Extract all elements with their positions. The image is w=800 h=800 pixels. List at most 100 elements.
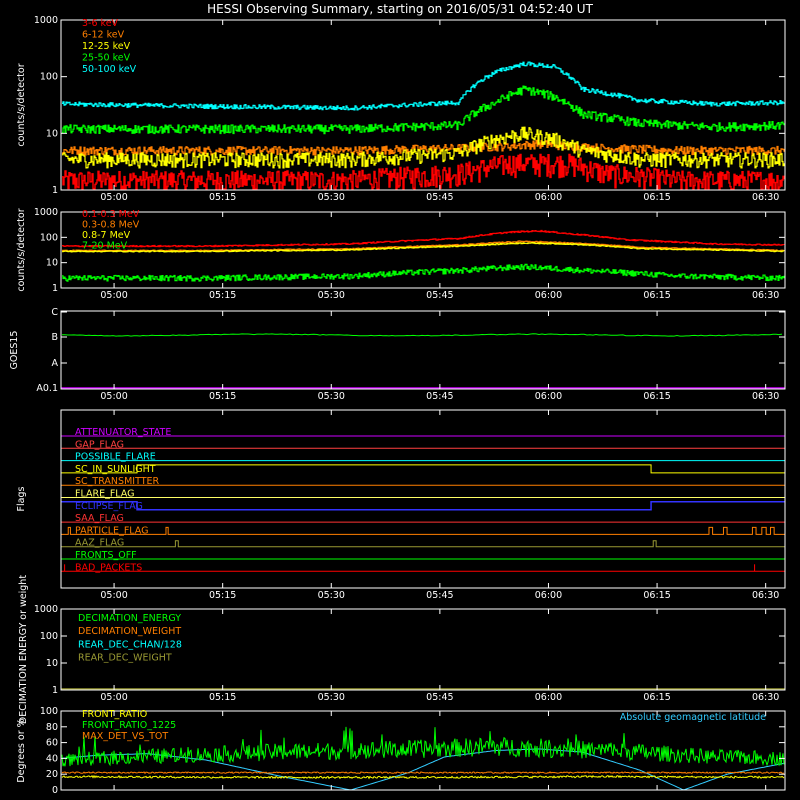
series-line-2 [62,126,785,169]
y-tick-label: 0 [52,785,58,796]
y-tick-label: 20 [46,769,58,780]
x-tick-label: 06:30 [752,692,779,703]
y-tick-label: B [51,332,58,343]
x-tick-label: 06:00 [535,692,562,703]
y-tick-label: 100 [40,72,58,83]
flag-line [61,540,785,548]
x-tick-label: 05:30 [318,391,345,402]
legend-entry: DECIMATION_WEIGHT [78,626,181,637]
chart-title: HESSI Observing Summary, starting on 201… [207,2,593,16]
series-line-3 [62,85,785,135]
x-tick-label: 06:15 [643,391,670,402]
series-line-4 [62,61,785,111]
x-tick-label: 06:00 [535,391,562,402]
panel-frame [60,310,786,390]
annotation-label: Absolute geomagnetic latitude [620,712,766,723]
legend-entry: 3-6 keV [82,18,119,29]
x-tick-label: 06:00 [535,290,562,301]
x-tick-label: 05:45 [426,290,453,301]
series-line-2 [62,242,785,253]
x-tick-label: 05:15 [209,590,236,601]
x-tick-label: 05:45 [426,192,453,203]
x-tick-label: 05:30 [318,290,345,301]
x-tick-label: 06:00 [535,590,562,601]
y-axis-label: Degrees or % [16,718,27,782]
y-tick-label: 100 [40,706,58,717]
flag-label: SC_IN_SUNLIGHT [75,464,156,475]
series-line-0 [62,229,785,248]
x-tick-label: 05:15 [209,192,236,203]
x-tick-label: 05:30 [318,192,345,203]
y-tick-label: 100 [40,232,58,243]
panel-frame [60,211,786,289]
y-tick-label: 100 [40,631,58,642]
flag-label: FLARE_FLAG [75,489,135,500]
flag-label: ECLIPSE_FLAG [75,501,143,512]
x-tick-label: 06:15 [643,192,670,203]
series-line-3 [62,263,785,282]
y-tick-label: A0.1 [36,383,58,394]
legend-entry: REAR_DEC_CHAN/128 [78,639,182,650]
y-tick-label: 1000 [34,15,58,26]
x-tick-label: 05:45 [426,590,453,601]
series-line-1 [61,726,785,767]
legend-entry: MAX_DET_VS_TOT [82,731,168,742]
flag-label: ATTENUATOR_STATE [75,427,171,438]
panel-frame [60,409,786,589]
y-axis-label: GOES15 [9,331,20,370]
flag-label: GAP_FLAG [75,439,124,450]
y-axis-label: Flags [16,486,27,511]
flag-label: PARTICLE_FLAG [75,525,148,536]
y-tick-label: 1000 [34,207,58,218]
legend-entry: 50-100 keV [82,64,137,75]
x-tick-label: 05:15 [209,290,236,301]
x-tick-label: 05:45 [426,692,453,703]
flag-label: POSSIBLE_FLARE [75,452,156,463]
y-tick-label: 1 [52,685,58,696]
x-tick-label: 06:00 [535,192,562,203]
flag-line [61,526,785,535]
series-line-0 [61,774,785,780]
flag-label: AAZ_FLAG [75,538,124,549]
y-tick-label: 60 [46,738,58,749]
panel-frame [60,608,786,691]
x-tick-label: 06:30 [752,192,779,203]
y-tick-label: C [51,307,58,318]
legend-entry: 25-50 keV [82,53,131,64]
legend-entry: FRONT_RATIO_1225 [82,720,176,731]
legend-entry: REAR_DEC_WEIGHT [78,653,172,664]
x-tick-label: 05:30 [318,590,345,601]
flag-label: SAA_FLAG [75,513,124,524]
series-line-1 [62,139,785,156]
x-tick-label: 05:30 [318,692,345,703]
x-tick-label: 05:00 [100,290,127,301]
y-tick-label: 10 [46,658,58,669]
x-tick-label: 06:30 [752,590,779,601]
x-tick-label: 05:00 [100,192,127,203]
x-tick-label: 06:15 [643,692,670,703]
flag-label: BAD_PACKETS [75,562,142,573]
legend-entry: 12-25 keV [82,41,131,52]
y-axis-label: DECIMATION ENERGY or weight [18,575,29,724]
x-tick-label: 06:30 [752,391,779,402]
y-tick-label: 80 [46,722,58,733]
legend-entry: 0.1-0.3 MeV [82,209,140,220]
x-tick-label: 05:00 [100,692,127,703]
x-tick-label: 05:45 [426,391,453,402]
y-axis-label: counts/s/detector [16,63,27,146]
panel-frame [60,19,786,191]
legend-entry: 0.8-7 MeV [82,230,131,241]
y-tick-label: A [52,358,59,369]
x-tick-label: 06:30 [752,290,779,301]
legend-entry: 6-12 keV [82,30,125,41]
y-tick-label: 10 [46,258,58,269]
flag-label: FRONTS_OFF [75,550,137,561]
x-tick-label: 05:15 [209,692,236,703]
legend-entry: FRONT_RATIO [82,709,147,720]
goes-flux-line [62,333,783,337]
legend-entry: 0.3-0.8 MeV [82,220,140,231]
legend-entry: DECIMATION_ENERGY [78,613,181,624]
flag-label: SC_TRANSMITTER [75,476,160,487]
x-tick-label: 05:00 [100,590,127,601]
legend-entry: 7-20 MeV [82,241,128,252]
